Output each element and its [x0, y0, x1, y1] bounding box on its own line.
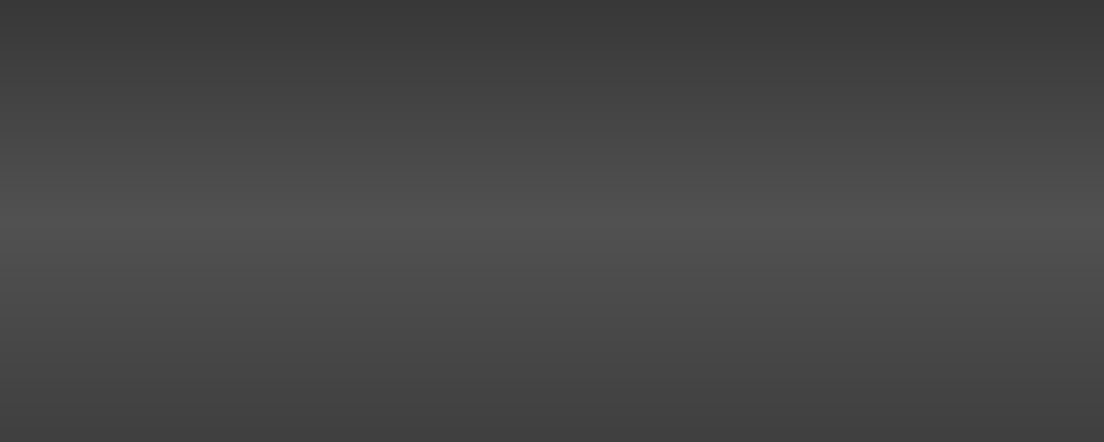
Bar	[287, 329, 302, 403]
Bar	[692, 381, 708, 403]
Bar	[257, 368, 274, 403]
Title: Franklin Half Dollars 1948 to 1963: Franklin Half Dollars 1948 to 1963	[383, 7, 785, 27]
Bar	[316, 362, 331, 403]
Bar	[981, 360, 998, 403]
Bar	[432, 379, 447, 403]
Bar	[402, 293, 418, 403]
Bar	[84, 389, 99, 403]
Bar	[344, 343, 360, 403]
Bar	[924, 366, 940, 403]
Bar	[141, 378, 158, 403]
Bar	[837, 346, 853, 403]
Bar	[605, 381, 622, 403]
Bar	[779, 299, 795, 403]
Bar	[489, 312, 506, 403]
Bar	[171, 385, 187, 403]
Bar	[576, 292, 592, 403]
Bar	[200, 386, 215, 403]
Bar	[664, 385, 679, 403]
Bar	[808, 376, 824, 403]
Bar	[113, 385, 128, 403]
Bar	[518, 385, 534, 403]
Bar	[1011, 249, 1027, 403]
Bar	[750, 385, 766, 403]
Bar	[953, 315, 969, 403]
Bar	[866, 377, 882, 403]
Bar	[721, 316, 737, 403]
Bar	[548, 344, 563, 403]
Bar	[460, 390, 476, 403]
Bar	[634, 390, 650, 403]
X-axis label: MINTAGE TOTALS DATES AND MINTS: MINTAGE TOTALS DATES AND MINTS	[470, 425, 698, 435]
Bar	[1040, 304, 1055, 403]
Bar	[373, 310, 390, 403]
Bar	[229, 369, 244, 403]
Bar	[895, 324, 911, 403]
Bar	[1069, 112, 1085, 403]
